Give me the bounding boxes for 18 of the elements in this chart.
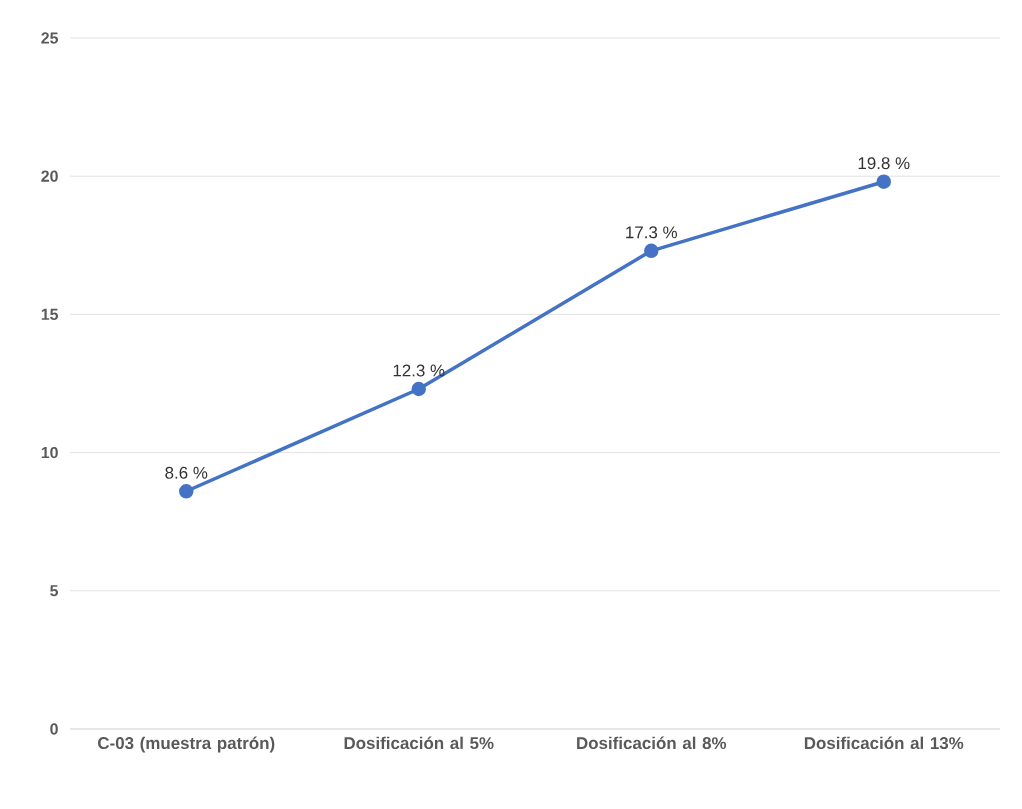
data-label: 17.3 % <box>626 226 677 239</box>
data-label: 12.3 % <box>393 364 445 377</box>
point <box>179 484 194 499</box>
x-tick-label: Dosificación al 5% <box>344 736 494 750</box>
y-tick-label: 10 <box>41 446 58 459</box>
x-tick-label: Dosificación al 13% <box>804 736 964 750</box>
x-tick-label: Dosificación al 8% <box>577 736 727 750</box>
data-label: 19.8 % <box>858 157 910 170</box>
point <box>876 174 891 189</box>
y-tick-label: 20 <box>41 170 58 182</box>
y-tick-label: 15 <box>41 308 59 320</box>
point <box>644 243 659 259</box>
point <box>411 381 426 397</box>
data-label: 8.6 % <box>165 466 208 479</box>
y-tick-label: 25 <box>41 32 59 44</box>
y-tick-label: 0 <box>50 723 58 735</box>
x-tick-label: C-03 (muestra patrón) <box>98 736 275 753</box>
y-tick-label: 5 <box>50 585 59 597</box>
